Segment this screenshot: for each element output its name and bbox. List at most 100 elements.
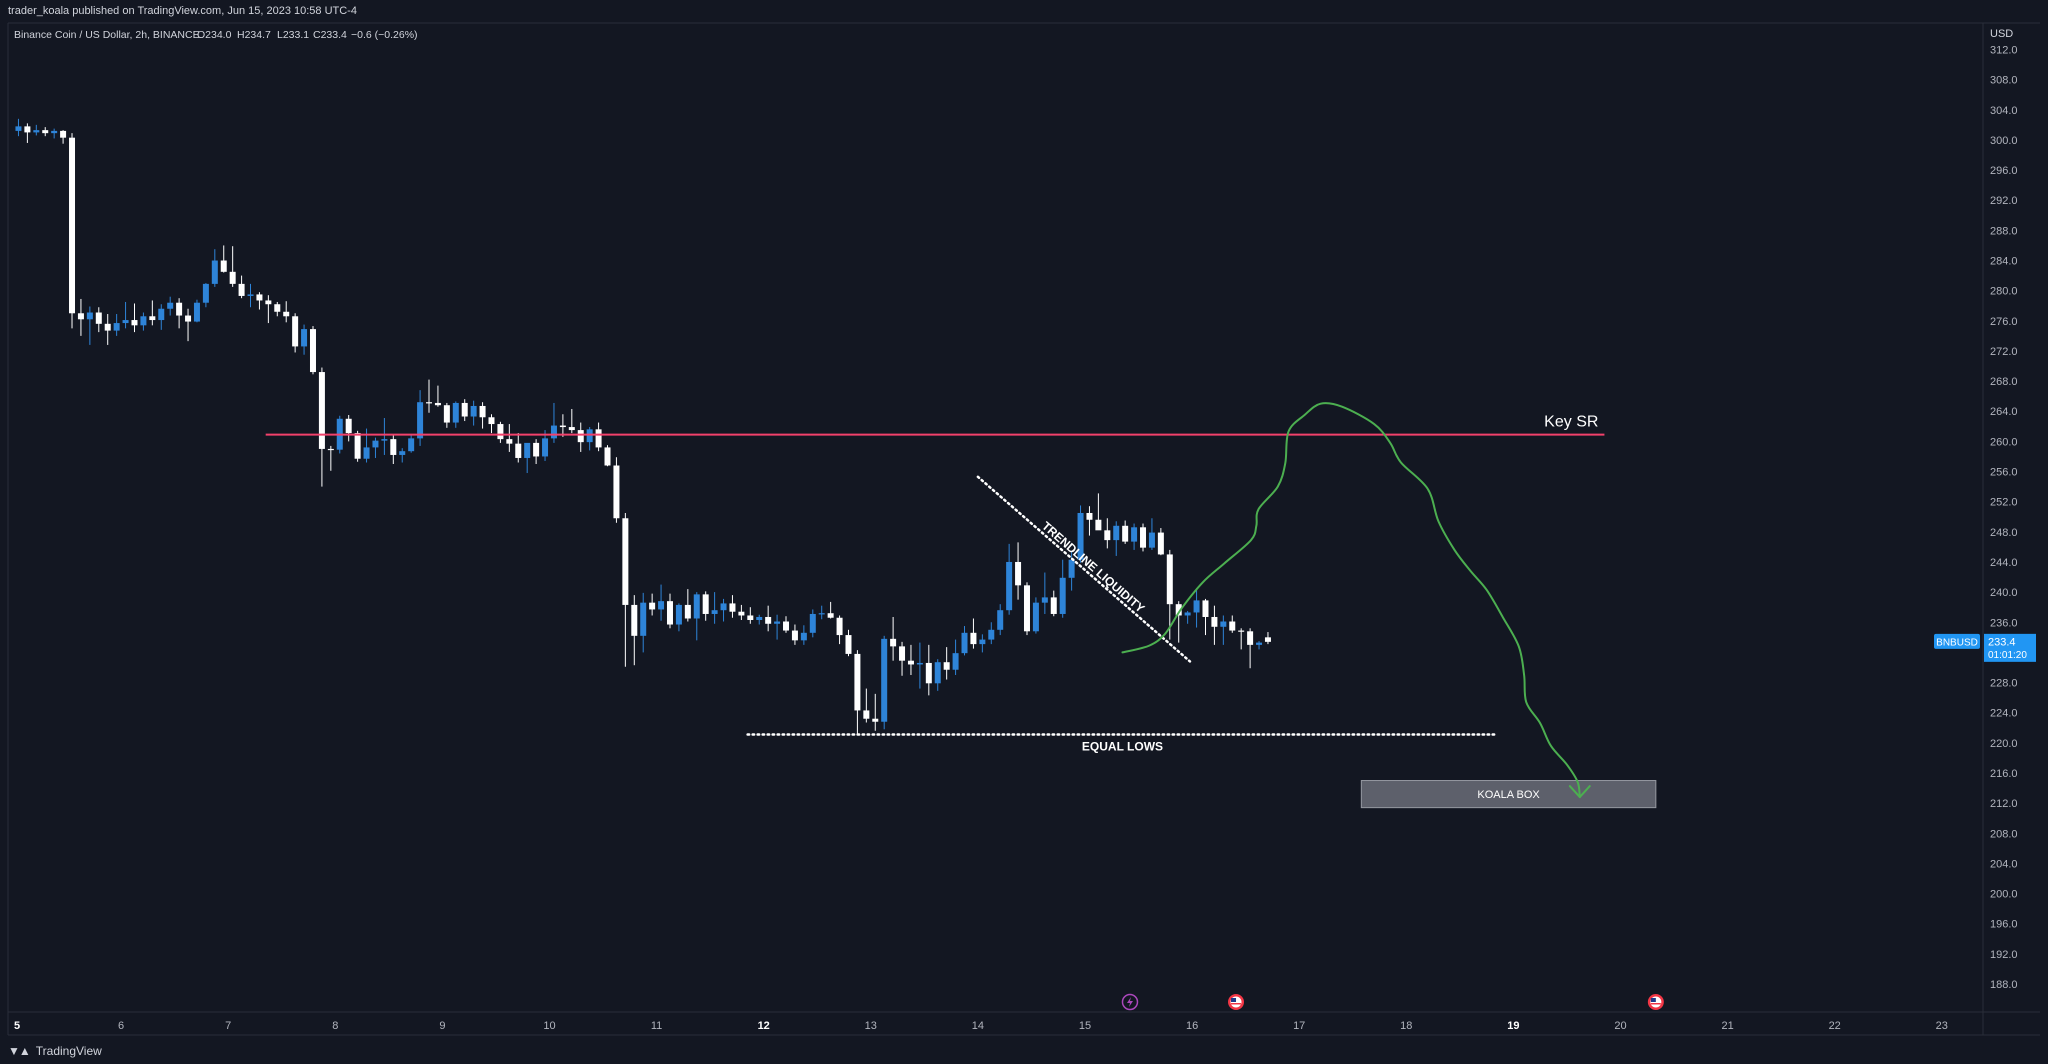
candle-body (265, 300, 272, 305)
candle-body (1113, 525, 1120, 541)
candle-body (1122, 525, 1129, 542)
candle-body (15, 126, 22, 131)
flag-canton (1231, 998, 1237, 1002)
legend-open: O234.0 (197, 29, 232, 41)
candle-body (693, 594, 700, 619)
candle-body (1077, 512, 1084, 560)
candle-body (167, 302, 174, 309)
candle-body (149, 316, 156, 321)
footer: ▼▲ TradingView (8, 1044, 102, 1058)
candle-body (301, 329, 308, 347)
price-tick-label: 308.0 (1990, 75, 2018, 87)
candle-body (702, 594, 709, 614)
candle-body (24, 126, 31, 133)
candle-body (479, 405, 486, 418)
candle-body (675, 604, 682, 625)
time-tick-label: 15 (1079, 1020, 1091, 1032)
candle-body (399, 451, 406, 455)
equal-lows-label: EQUAL LOWS (1082, 740, 1163, 754)
candle-body (952, 653, 959, 670)
candle-body (461, 402, 468, 417)
time-tick-label: 5 (14, 1020, 20, 1032)
candle-body (202, 283, 209, 303)
candle-body (309, 329, 316, 373)
candle-body (765, 616, 772, 624)
candle-body (113, 323, 120, 331)
price-tick-label: 260.0 (1990, 436, 2018, 448)
price-tick-label: 240.0 (1990, 587, 2018, 599)
time-tick-label: 6 (118, 1020, 124, 1032)
candle-body (711, 610, 718, 614)
time-tick-label: 17 (1293, 1020, 1305, 1032)
time-tick-label: 9 (439, 1020, 445, 1032)
candle-body (381, 439, 388, 441)
projection-path[interactable] (1121, 402, 1581, 799)
time-tick-label: 23 (1936, 1020, 1948, 1032)
price-tick-label: 256.0 (1990, 467, 2018, 479)
candle-body (104, 323, 111, 331)
candle-body (470, 405, 477, 417)
candle-body (747, 615, 754, 620)
price-tick-label: 220.0 (1990, 738, 2018, 750)
candle-body (649, 602, 656, 610)
candlestick-series (15, 118, 1271, 736)
last-price-label: 233.4 (1988, 636, 2016, 648)
symbol-badge (1934, 633, 1980, 649)
candle-body (42, 130, 49, 134)
candle-body (247, 294, 254, 296)
candle-body (559, 425, 566, 428)
candle-body (997, 610, 1004, 630)
price-tick-label: 192.0 (1990, 949, 2018, 961)
flag-stripe (1231, 1003, 1242, 1005)
time-tick-label: 22 (1829, 1020, 1841, 1032)
candle-body (283, 311, 290, 317)
candle-body (1032, 602, 1039, 632)
trendline-liquidity-line[interactable] (976, 475, 1192, 663)
footer-brand[interactable]: TradingView (35, 1044, 102, 1058)
candle-body (1157, 532, 1164, 555)
candle-body (51, 130, 58, 134)
price-tick-label: 224.0 (1990, 708, 2018, 720)
candle-body (33, 130, 40, 133)
candle-body (622, 518, 629, 605)
price-tick-label: 236.0 (1990, 617, 2018, 629)
candle-body (238, 283, 245, 296)
candle-body (292, 316, 299, 347)
candle-body (613, 465, 620, 519)
tradingview-logo-icon[interactable]: ▼▲ (8, 1044, 31, 1058)
price-tick-label: 312.0 (1990, 45, 2018, 57)
time-tick-label: 14 (972, 1020, 984, 1032)
price-tick-label: 244.0 (1990, 557, 2018, 569)
candle-body (345, 418, 352, 434)
candle-body (872, 718, 879, 722)
candle-body (899, 646, 906, 661)
price-tick-label: 284.0 (1990, 256, 2018, 268)
candle-body (836, 617, 843, 636)
candle-body (1202, 600, 1209, 617)
candle-body (550, 425, 557, 439)
legend-change: −0.6 (−0.26%) (351, 29, 418, 41)
candle-body (640, 602, 647, 636)
candle-body (158, 308, 165, 321)
candle-body (729, 603, 736, 612)
time-tick-label: 8 (332, 1020, 338, 1032)
candle-body (783, 621, 790, 631)
candle-body (1140, 527, 1147, 548)
candle-body (988, 629, 995, 640)
candle-body (1023, 585, 1030, 632)
price-tick-label: 216.0 (1990, 768, 2018, 780)
price-tick-label: 228.0 (1990, 678, 2018, 690)
candle-body (1247, 631, 1254, 645)
candle-body (274, 304, 281, 312)
koala-box[interactable] (1360, 780, 1657, 809)
price-tick-label: 212.0 (1990, 798, 2018, 810)
candle-body (1104, 530, 1111, 541)
candle-body (542, 438, 549, 457)
price-tick-label: 196.0 (1990, 919, 2018, 931)
time-tick-label: 11 (651, 1020, 662, 1032)
price-tick-label: 204.0 (1990, 858, 2018, 870)
candle-body (1086, 512, 1093, 520)
legend-symbol: Binance Coin / US Dollar, 2h, BINANCE (14, 29, 200, 41)
event-markers (1121, 993, 1664, 1011)
